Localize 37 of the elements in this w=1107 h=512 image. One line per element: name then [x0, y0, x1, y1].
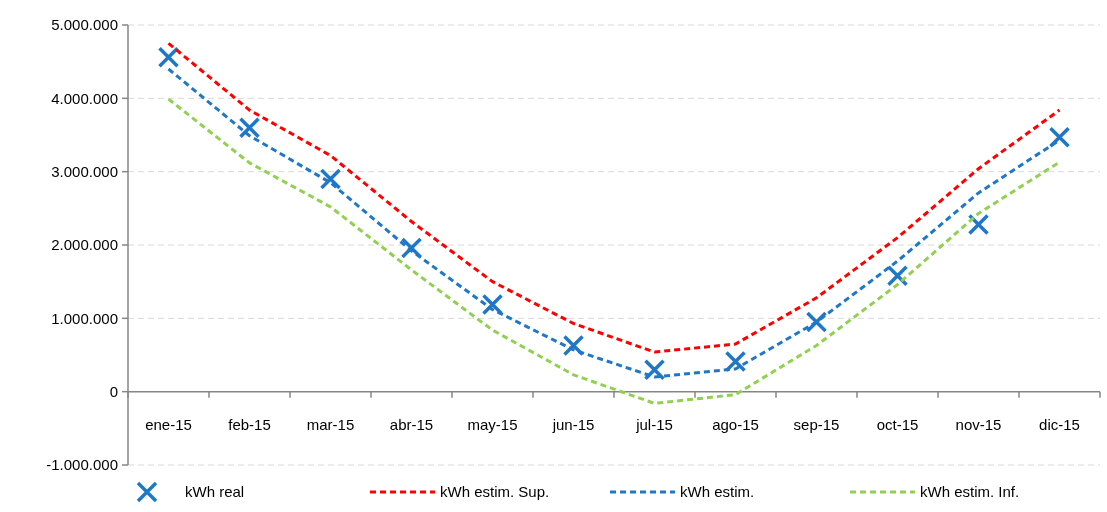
point	[400, 237, 423, 259]
legend-label: kWh real	[185, 483, 245, 500]
point	[481, 293, 504, 316]
y-tick-label: 5.000.000	[51, 16, 118, 34]
y-tick-label: 0	[109, 382, 118, 400]
point	[562, 334, 585, 357]
x-tick-label: abr-15	[389, 415, 434, 433]
point	[967, 213, 990, 236]
x-tick-label: jun-15	[551, 415, 595, 433]
y-tick-label: -1.000.000	[46, 456, 118, 474]
x-tick-label: ene-15	[145, 415, 192, 433]
x-tick-label: dic-15	[1039, 415, 1080, 433]
line-series	[167, 97, 1061, 405]
point	[643, 358, 666, 381]
legend-label: kWh estim. Sup.	[440, 483, 550, 500]
x-tick-label: may-15	[467, 415, 518, 433]
x-tick-label: ago-15	[712, 415, 759, 433]
legend-label: kWh estim. Inf.	[920, 483, 1020, 500]
x-tick-label: sep-15	[793, 415, 840, 433]
point	[238, 116, 261, 139]
point	[886, 265, 909, 287]
point	[805, 311, 828, 333]
x-tick-label: feb-15	[228, 415, 271, 433]
point	[1048, 126, 1071, 148]
point	[724, 350, 747, 373]
line-series	[167, 41, 1061, 354]
x-tick-label: oct-15	[876, 415, 919, 433]
point	[319, 168, 342, 190]
y-tick-label: 2.000.000	[51, 236, 118, 254]
x-tick-label: jul-15	[635, 415, 673, 433]
legend-label: kWh estim.	[680, 483, 755, 500]
y-tick-label: 3.000.000	[51, 162, 118, 180]
y-tick-label: 4.000.000	[51, 89, 118, 107]
y-tick-label: 1.000.000	[51, 309, 118, 327]
x-tick-label: mar-15	[306, 415, 355, 433]
x-tick-label: nov-15	[955, 415, 1002, 433]
point	[157, 46, 180, 69]
